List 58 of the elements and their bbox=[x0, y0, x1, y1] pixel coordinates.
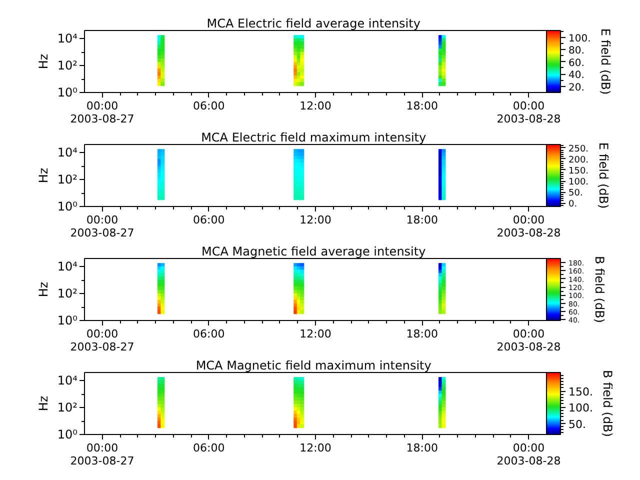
chart-title: MCA Magnetic field maximum intensity bbox=[196, 358, 432, 372]
x-tick-label: 18:00 bbox=[406, 328, 438, 340]
x-tick-label: 00:00 2003-08-28 bbox=[496, 328, 561, 354]
color-bar-label: 40. bbox=[568, 70, 584, 82]
x-tick-label: 00:00 2003-08-27 bbox=[70, 214, 134, 240]
x-tick-label: 12:00 bbox=[300, 442, 332, 454]
x-tick-label: 12:00 bbox=[300, 214, 332, 226]
y-tick-label: 10⁰ bbox=[57, 314, 78, 328]
x-tick-label: 18:00 bbox=[406, 100, 438, 112]
x-tick-label: 00:00 2003-08-27 bbox=[70, 442, 134, 468]
color-bar-label: 0. bbox=[568, 200, 578, 210]
y-tick-label: 10⁴ bbox=[57, 260, 78, 274]
y-tick-label: 10⁴ bbox=[57, 374, 78, 388]
x-tick-label: 06:00 bbox=[193, 442, 225, 454]
x-tick-label: 06:00 bbox=[193, 214, 225, 226]
y-tick-label: 10⁴ bbox=[57, 146, 78, 160]
x-tick-label: 12:00 bbox=[300, 100, 332, 112]
color-bar-label: 200. bbox=[568, 155, 589, 166]
x-tick-label: 06:00 bbox=[193, 100, 225, 112]
color-bar-label: 60. bbox=[568, 58, 584, 69]
color-bar-label: 100. bbox=[568, 33, 591, 44]
x-tick-label: 00:00 2003-08-27 bbox=[70, 100, 134, 126]
color-bar-label: 250. bbox=[568, 144, 589, 154]
y-axis-title: Hz bbox=[36, 396, 50, 412]
y-tick-label: 10² bbox=[57, 400, 78, 415]
color-bar-title: B field (dB) bbox=[592, 256, 606, 323]
color-bar-label: 100. bbox=[568, 402, 593, 415]
color-bar-label: 150. bbox=[568, 166, 589, 176]
y-axis-title: Hz bbox=[36, 282, 50, 298]
y-tick-label: 10² bbox=[57, 58, 78, 73]
color-bar-title: E field (dB) bbox=[598, 28, 612, 95]
x-tick-label: 00:00 2003-08-27 bbox=[70, 328, 134, 354]
color-bar-label: 50. bbox=[568, 188, 583, 199]
color-bar-label: 50. bbox=[568, 418, 586, 431]
color-bar-title: B field (dB) bbox=[600, 370, 614, 437]
y-tick-label: 10² bbox=[57, 286, 78, 301]
y-tick-label: 10² bbox=[57, 172, 78, 187]
y-tick-label: 10⁴ bbox=[57, 32, 78, 46]
x-tick-label: 00:00 2003-08-28 bbox=[496, 442, 561, 468]
x-tick-label: 12:00 bbox=[300, 328, 332, 340]
y-tick-label: 10⁰ bbox=[57, 200, 78, 214]
x-tick-label: 18:00 bbox=[406, 442, 438, 454]
chart-title: MCA Electric field average intensity bbox=[206, 16, 420, 30]
y-tick-label: 10⁰ bbox=[57, 86, 78, 100]
x-tick-label: 06:00 bbox=[193, 328, 225, 340]
color-bar-label: 150. bbox=[568, 386, 593, 399]
y-tick-label: 10⁰ bbox=[57, 428, 78, 442]
chart-title: MCA Electric field maximum intensity bbox=[201, 130, 426, 144]
color-bar-title: E field (dB) bbox=[596, 142, 610, 209]
x-tick-label: 00:00 2003-08-28 bbox=[496, 100, 561, 126]
y-axis-title: Hz bbox=[36, 54, 50, 70]
chart-title: MCA Magnetic field average intensity bbox=[201, 244, 426, 258]
x-tick-label: 18:00 bbox=[406, 214, 438, 226]
color-bar-label: 20. bbox=[568, 82, 584, 94]
x-tick-label: 00:00 2003-08-28 bbox=[496, 214, 561, 240]
color-bar-label: 80. bbox=[568, 46, 584, 57]
color-bar-label: 100. bbox=[568, 178, 589, 188]
y-axis-title: Hz bbox=[36, 168, 50, 184]
